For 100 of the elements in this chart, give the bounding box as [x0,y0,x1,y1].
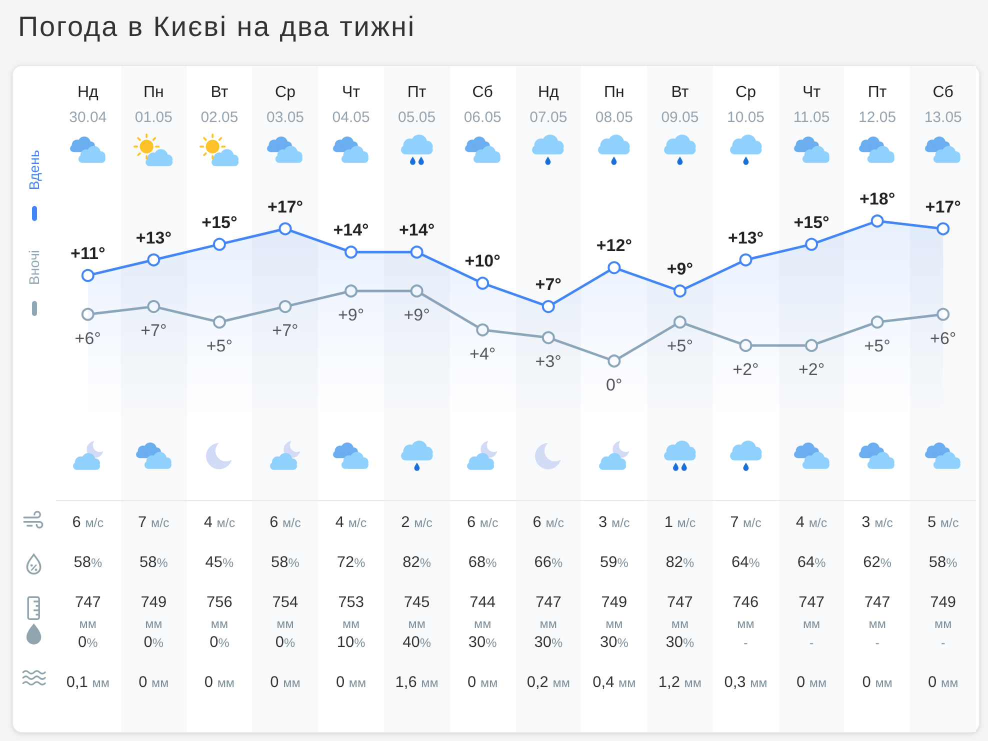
text: 7 м/с [138,514,170,531]
data-label: +13° [728,228,764,248]
text: 0% [275,634,296,651]
data-label: +12° [596,236,632,256]
text: 6 м/с [270,514,301,531]
text: 58% [271,554,300,571]
text: 6 м/с [466,514,498,531]
text: 3 м/с [862,514,893,531]
data-label: +11° [70,244,106,263]
text: 82% [666,554,694,571]
data-label: +5° [864,336,890,356]
text: 4 м/с [204,514,236,531]
data-label: +5° [206,336,233,356]
text: 4 м/с [796,514,828,531]
text: 1,2 мм [658,674,702,691]
text: - [875,636,880,650]
text: - [941,636,946,650]
text: 1 м/с [664,514,696,531]
text: 0,1 мм [66,674,110,691]
data-label: +18° [860,190,896,208]
text: 7 м/с [730,514,762,531]
data-label: +17° [925,197,962,216]
text: 747 мм [863,593,892,633]
text: 1,6 мм [395,674,438,691]
text: 754 мм [271,593,300,633]
text: 64% [797,554,826,571]
text: 40% [402,634,431,651]
data-label: +15° [202,212,238,232]
data-label: +14° [399,220,435,240]
text: 0 мм [270,674,300,691]
text: 0,2 мм [526,674,570,691]
text: 30% [534,634,563,651]
data-label: +6° [74,328,101,348]
text: 0 мм [468,674,498,691]
x-tick-label: Пт 05.05 [398,84,436,126]
x-tick-label: Нд 07.05 [530,84,568,126]
data-label: +17° [267,197,304,216]
text: 10% [336,634,366,651]
text: 749 мм [929,593,958,633]
text: 62% [863,554,892,571]
text: 4 м/с [335,514,367,531]
data-label: +15° [794,212,830,232]
data-label: +10° [464,252,501,271]
data-label: +14° [333,220,370,240]
text: 30% [666,634,694,651]
chart-title: Погода в Києві на два тижні [18,10,416,44]
text: 753 мм [337,593,365,633]
text: 746 мм [732,593,760,633]
text: 747 мм [666,593,694,633]
text: 747 мм [74,593,102,633]
text: 0% [210,634,230,651]
text: 58% [139,554,168,571]
text: 59% [600,554,628,571]
data-label: +7° [535,275,562,294]
text: 0 мм [138,674,169,691]
data-label: +7° [140,321,167,340]
text: 747 мм [534,593,562,633]
x-tick-label: Чт 11.05 [793,84,830,126]
text: 0% [78,634,98,651]
text: 0 мм [336,674,366,691]
data-label: +2° [798,360,825,379]
text: 0 мм [862,674,892,691]
text: 3 м/с [598,514,630,531]
data-label: +5° [666,336,694,356]
x-tick-label: Ср 10.05 [726,84,765,126]
x-tick-label: Чт 04.05 [332,84,370,126]
text: 745 мм [402,593,431,633]
text: 64% [732,554,760,571]
text: 68% [468,554,497,571]
data-label: +4° [470,344,496,364]
text: 0 мм [796,674,827,691]
text: 58% [928,554,958,571]
x-tick-label: Сб 13.05 [924,84,962,126]
text: 747 мм [798,593,826,633]
text: 66% [534,554,563,571]
text: 5 м/с [927,514,959,531]
data-label: +7° [272,321,298,340]
text: 0% [144,634,164,651]
text: 0,3 мм [724,674,768,691]
x-tick-label: Пн 01.05 [134,84,172,126]
text: 0 мм [928,674,958,691]
x-tick-label: Вт 02.05 [200,84,238,126]
text: 58% [74,554,102,571]
text: 6 м/с [532,514,564,531]
data-label: +2° [732,360,759,379]
text: 30% [468,634,497,651]
x-tick-label: Вт 09.05 [661,84,699,126]
text: 45% [205,554,234,571]
x-tick-label: Ср 03.05 [266,84,304,126]
text: - [809,636,814,650]
data-label: +9° [666,260,694,278]
text: 72% [336,554,366,571]
x-tick-label: Пн 08.05 [595,84,633,126]
text: 30% [600,634,628,651]
text: 756 мм [206,593,234,633]
text: - [744,636,748,650]
data-label: +9° [404,306,430,324]
data-label: 0° [606,376,622,394]
data-label: +6° [930,328,956,348]
text: Вдень [26,150,42,190]
